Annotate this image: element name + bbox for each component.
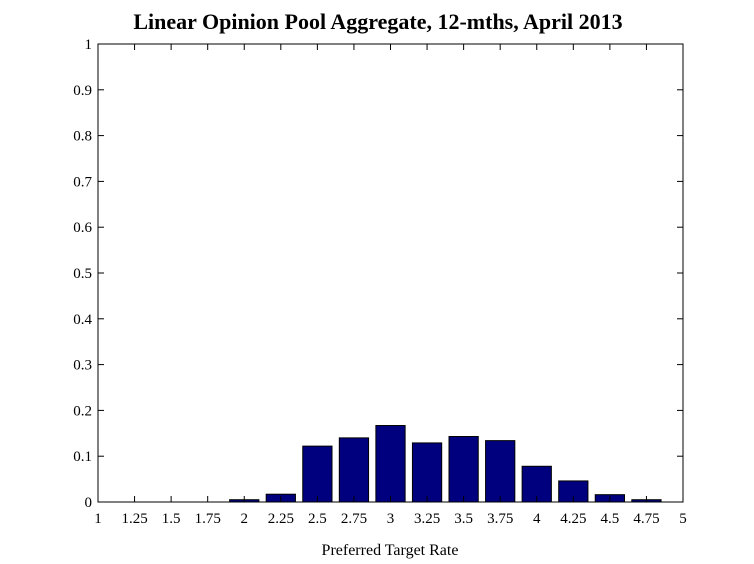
bar-2-5	[302, 445, 333, 503]
bar-3-75	[485, 440, 516, 503]
chart-title: Linear Opinion Pool Aggregate, 12-mths, …	[133, 9, 622, 34]
y-tick-label: 0	[85, 495, 93, 511]
x-tick-label: 1.75	[195, 511, 221, 527]
y-tick-label: 0.3	[73, 358, 92, 374]
bar-3	[375, 425, 406, 503]
x-tick-label: 1.5	[162, 511, 181, 527]
x-tick-label: 3.5	[454, 511, 473, 527]
x-tick-label: 1	[94, 511, 102, 527]
y-tick-label: 0.6	[73, 220, 92, 236]
x-tick-label: 3.25	[414, 511, 440, 527]
x-tick-labels: 1 1.25 1.5 1.75 2 2.25 2.5 2.75 3 3.25 3.5 3.75 4 4.2…	[94, 511, 687, 527]
x-axis-label: Preferred Target Rate	[322, 542, 459, 559]
x-tick-label: 3	[387, 511, 395, 527]
y-tick-label: 0.4	[73, 312, 92, 328]
y-tick-labels: 0 0.1 0.2 0.3 0.4 0.5 0.6 0.7 0.8 0.9 1	[73, 37, 92, 511]
x-tick-label: 2.25	[268, 511, 294, 527]
y-tick-label: 0.9	[73, 83, 92, 99]
y-tick-label: 0.1	[73, 449, 92, 465]
x-tick-label: 2.5	[308, 511, 327, 527]
bar-3-25	[411, 442, 443, 503]
x-tick-label: 4.75	[633, 511, 659, 527]
x-tick-label: 4.5	[601, 511, 620, 527]
plot-frame	[97, 43, 684, 503]
x-tick-label: 4.25	[560, 511, 586, 527]
y-tick-label: 0.8	[73, 129, 92, 145]
bars-group	[229, 425, 662, 503]
bar-2-75	[338, 437, 370, 503]
bar-3-5	[448, 436, 479, 503]
y-tick-label: 0.7	[73, 174, 92, 190]
x-tick-label: 3.75	[487, 511, 513, 527]
x-tick-label: 1.25	[121, 511, 147, 527]
y-tick-label: 1	[85, 37, 93, 53]
x-tick-label: 5	[679, 511, 687, 527]
x-tick-label: 2.75	[341, 511, 367, 527]
y-tick-label: 0.5	[73, 266, 92, 282]
x-tick-label: 4	[533, 511, 541, 527]
y-tick-label: 0.2	[73, 403, 92, 419]
x-tick-label: 2	[241, 511, 249, 527]
